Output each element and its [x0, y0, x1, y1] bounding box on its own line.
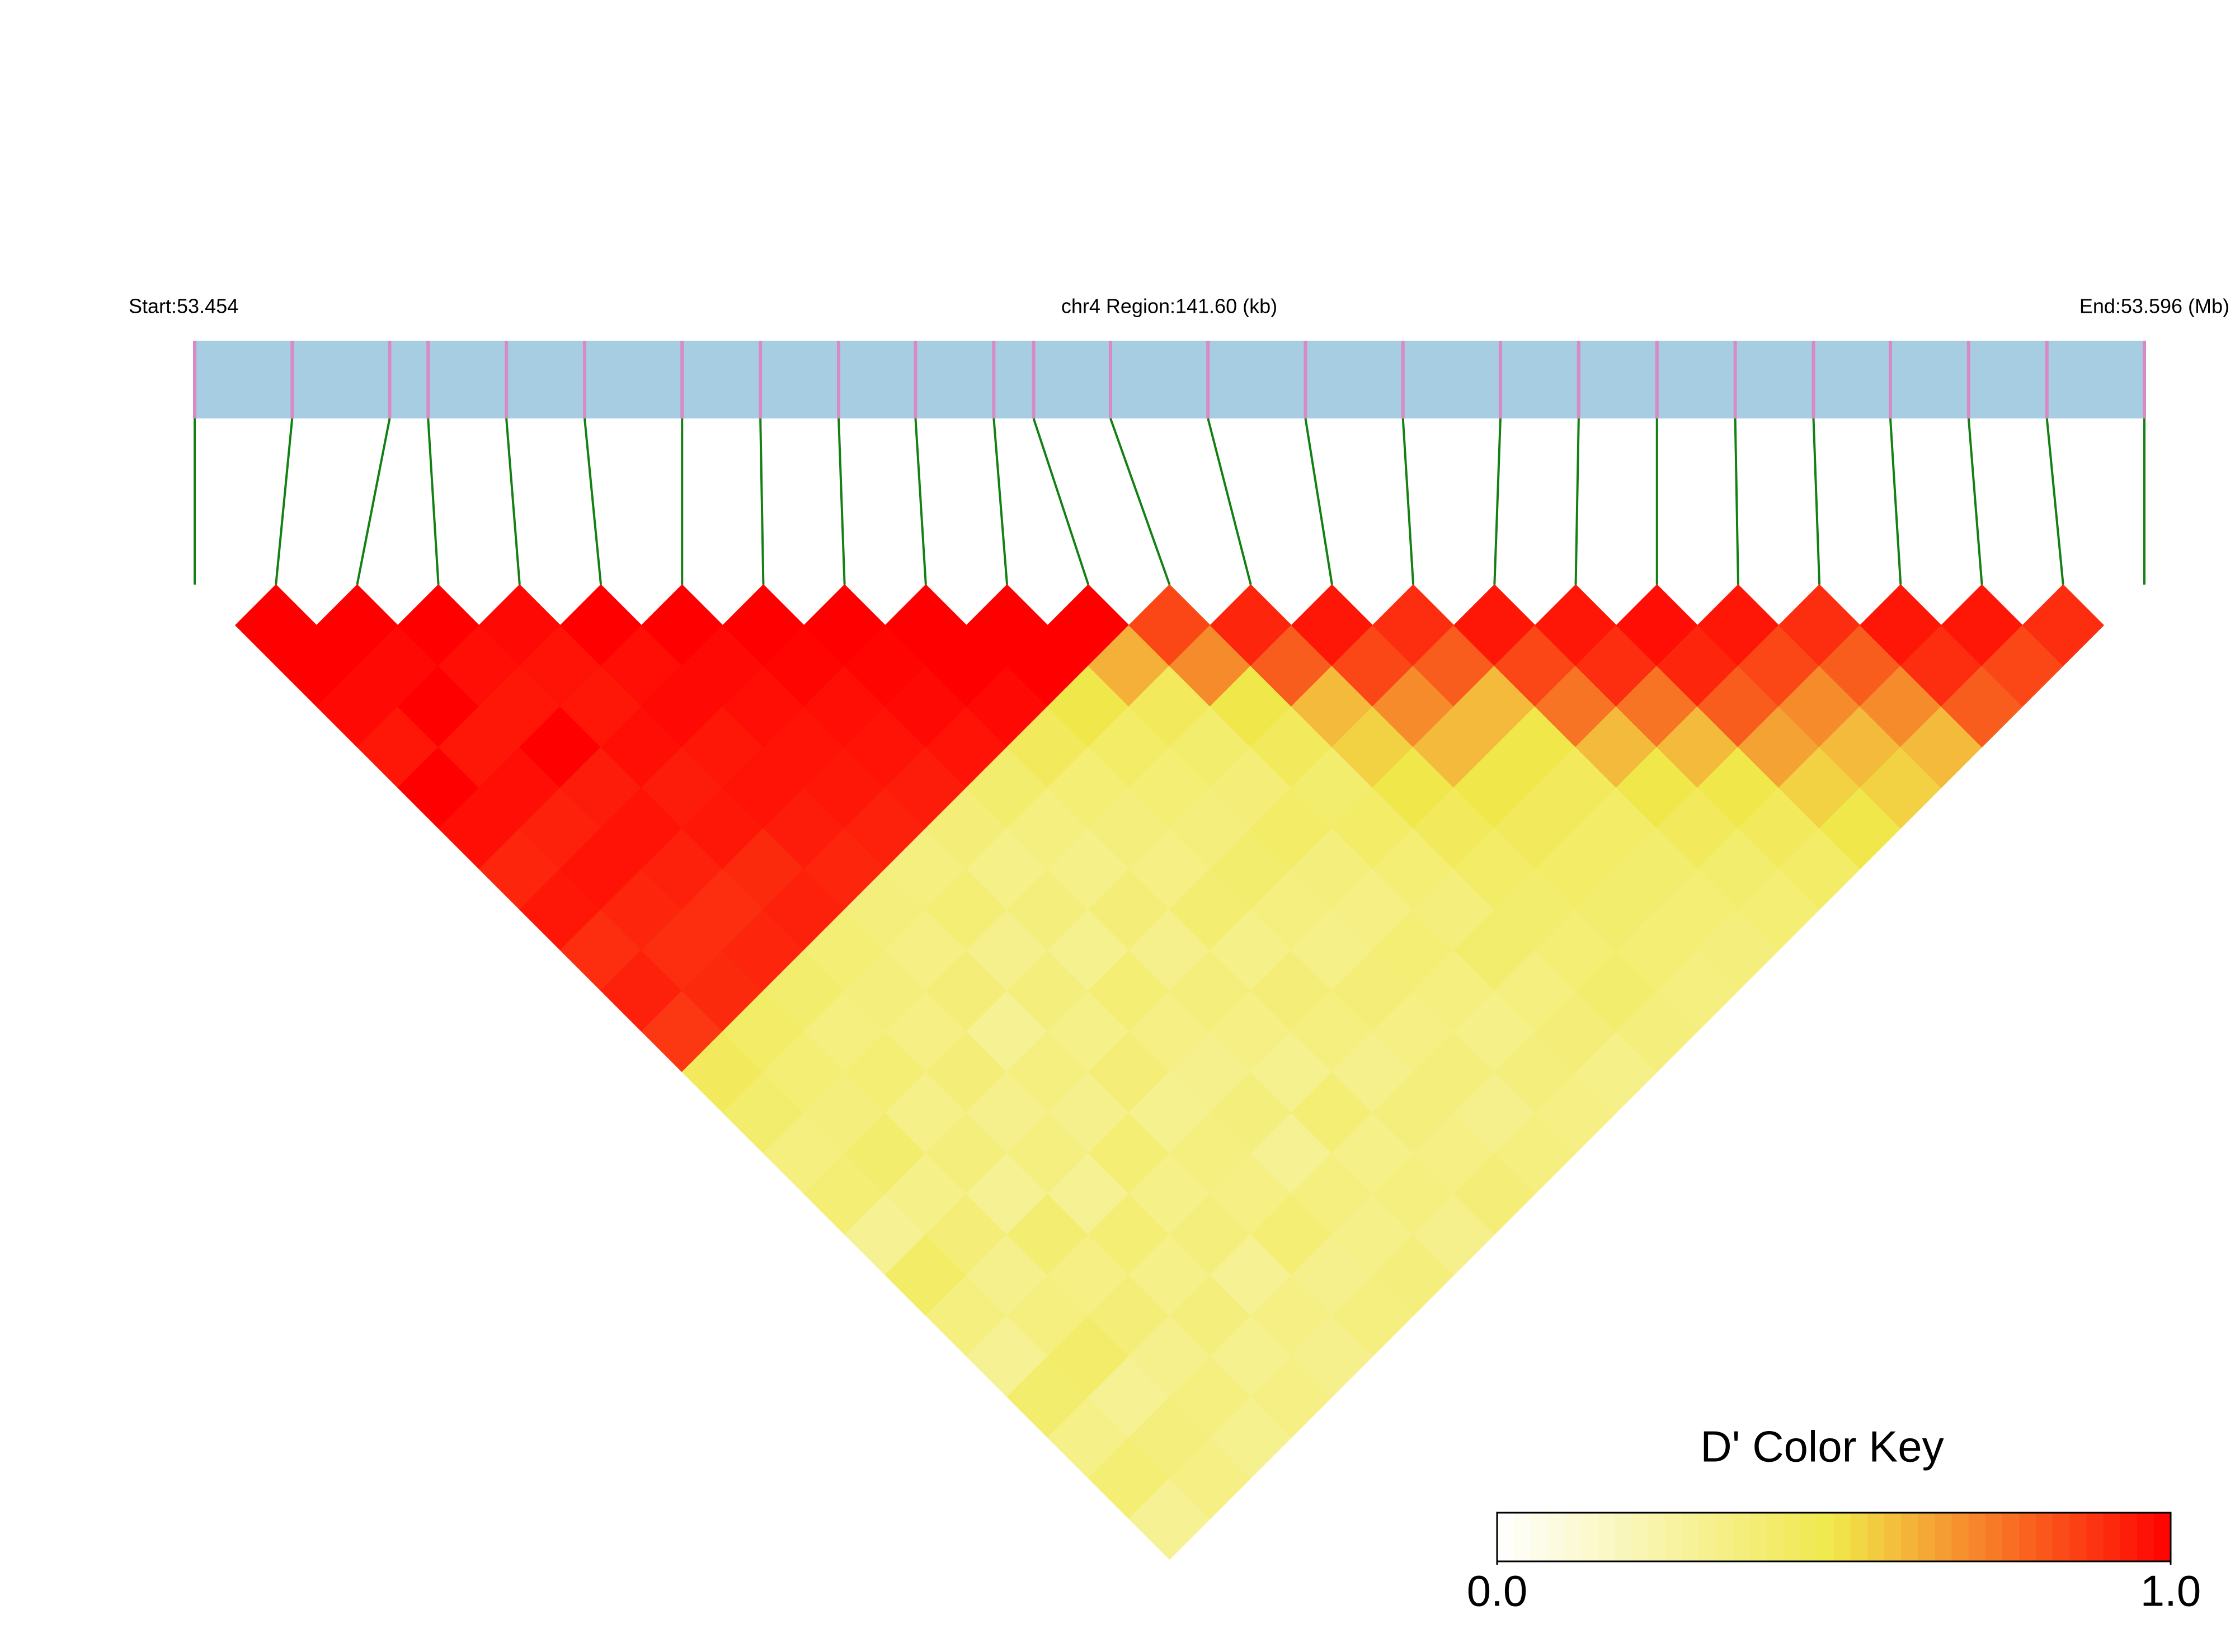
snp-bar [195, 341, 2144, 418]
colorkey-title: D' Color Key [1700, 1422, 1944, 1471]
colorkey-segment [1951, 1513, 1969, 1561]
snp-link [1734, 418, 1739, 585]
colorkey-segment [1564, 1513, 1582, 1561]
colorkey-segment [1581, 1513, 1599, 1561]
colorkey-segment [1968, 1513, 1986, 1561]
colorkey-segment [2069, 1513, 2087, 1561]
snp-link [505, 418, 521, 585]
colorkey-segment [2137, 1513, 2154, 1561]
colorkey-segment [1716, 1513, 1734, 1561]
ld-cell [2022, 584, 2105, 666]
colorkey-segment [1817, 1513, 1834, 1561]
snp-link [992, 418, 1009, 585]
snp-link [2045, 418, 2064, 585]
snp-link [1109, 418, 1171, 585]
snp-link [356, 418, 391, 585]
colorkey-segment [1598, 1513, 1616, 1561]
colorkey-segment [1648, 1513, 1666, 1561]
snp-link [837, 418, 846, 585]
region-label: chr4 Region:141.60 (kb) [1061, 295, 1277, 318]
colorkey-frame [1496, 1512, 2172, 1562]
colorkey-segment [2153, 1513, 2171, 1561]
snp-link [1812, 418, 1821, 585]
colorkey-segment [2036, 1513, 2054, 1561]
colorkey-segment [1665, 1513, 1683, 1561]
colorkey-segment [2086, 1513, 2104, 1561]
colorkey-segment [1749, 1513, 1767, 1561]
colorkey-tick-label: 0.0 [1467, 1566, 1527, 1616]
colorkey-segment [2053, 1513, 2071, 1561]
colorkey-tick-label: 1.0 [2140, 1566, 2201, 1616]
colorkey-segment [1547, 1513, 1565, 1561]
snp-link [584, 418, 603, 585]
snp-link [759, 418, 765, 585]
colorkey-segment [1766, 1513, 1784, 1561]
colorkey-segment [1985, 1513, 2003, 1561]
snp-link [1304, 418, 1333, 585]
snp-link [1207, 418, 1252, 585]
colorkey-segment [1867, 1513, 1885, 1561]
colorkey-segment [1733, 1513, 1751, 1561]
snp-link [1574, 418, 1580, 585]
snp-link [914, 418, 927, 585]
snp-link [1032, 418, 1090, 585]
colorkey-segment [1800, 1513, 1818, 1561]
snp-link [275, 418, 294, 585]
colorkey-segment [1884, 1513, 1902, 1561]
colorkey-segment [1615, 1513, 1632, 1561]
colorkey-segment [1851, 1513, 1869, 1561]
colorkey-segment [1514, 1513, 1532, 1561]
colorkey-segment [1935, 1513, 1952, 1561]
end-label: End:53.596 (Mb) [2079, 295, 2229, 318]
colorkey-segment [1834, 1513, 1852, 1561]
colorkey-segment [2103, 1513, 2121, 1561]
colorkey-segment [1783, 1513, 1801, 1561]
colorkey-segment [2019, 1513, 2037, 1561]
snp-link [1493, 418, 1502, 585]
colorkey-segment [1631, 1513, 1649, 1561]
colorkey-segment [1531, 1513, 1549, 1561]
snp-link [427, 418, 440, 585]
colorkey-segment [2120, 1513, 2138, 1561]
colorkey-segment [1497, 1513, 1515, 1561]
colorkey-segment [1918, 1513, 1936, 1561]
snp-link [1401, 418, 1415, 585]
colorkey-segment [2002, 1513, 2020, 1561]
colorkey-segment [1699, 1513, 1717, 1561]
start-label: Start:53.454 [129, 295, 238, 318]
snp-link [1889, 418, 1902, 585]
snp-link [1967, 418, 1983, 585]
colorkey-segment [1682, 1513, 1700, 1561]
colorkey-segment [1901, 1513, 1919, 1561]
